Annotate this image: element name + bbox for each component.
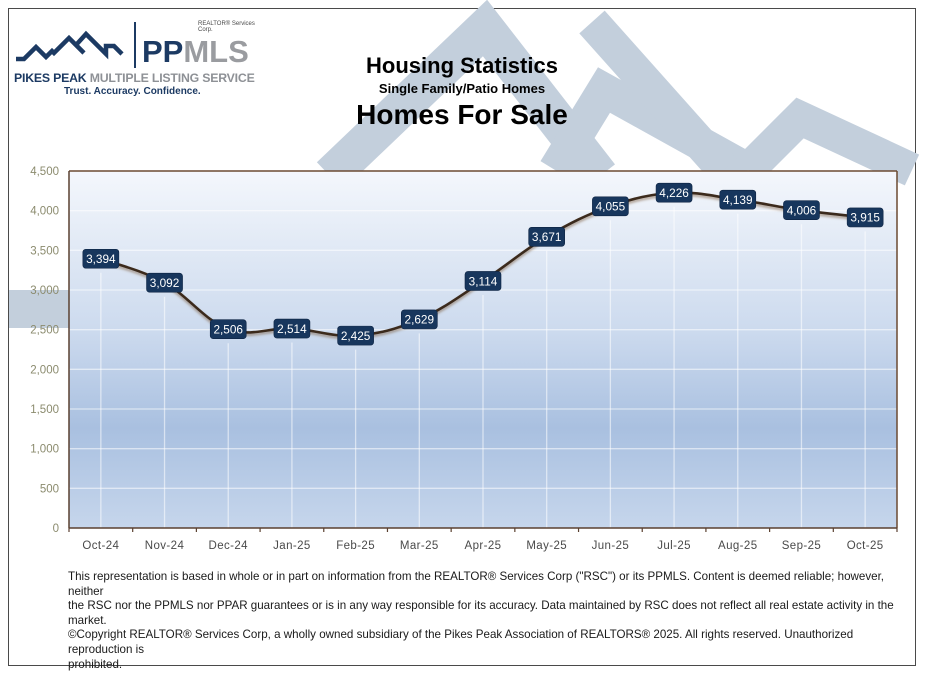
- x-tick-label: Oct-25: [847, 540, 884, 552]
- x-tick-label: Oct-24: [82, 540, 119, 552]
- organization-name: PIKES PEAK MULTIPLE LISTING SERVICE: [14, 71, 255, 85]
- x-tick-label: Dec-24: [208, 540, 248, 552]
- disclaimer-line: the RSC nor the PPMLS nor PPAR guarantee…: [68, 599, 894, 627]
- svg-text:4,226: 4,226: [659, 186, 689, 200]
- y-axis-ticks: 0 500 1,000 1,500 2,000 2,500 3,000 3,500 4,000 4…: [30, 166, 59, 535]
- ppmls-wordmark: PPMLS: [142, 34, 249, 70]
- ppmls-logo: REALTOR® Services Corp. PPMLS PIKES PEAK…: [14, 18, 259, 100]
- x-tick-label: Apr-25: [465, 540, 502, 552]
- x-tick-label: Mar-25: [400, 540, 439, 552]
- svg-text:4,006: 4,006: [787, 203, 817, 217]
- x-tick-label: Jun-25: [592, 540, 630, 552]
- x-tick-label: Nov-24: [145, 540, 185, 552]
- svg-text:2,514: 2,514: [277, 322, 307, 336]
- svg-text:2,506: 2,506: [213, 322, 243, 336]
- y-tick-label: 1,000: [30, 444, 59, 456]
- disclaimer: This representation is based in whole or…: [68, 570, 898, 672]
- y-tick-label: 2,000: [30, 364, 59, 376]
- org-name-bold: PIKES PEAK: [14, 71, 87, 85]
- x-tick-label: Sep-25: [782, 540, 821, 552]
- svg-text:3,114: 3,114: [469, 274, 498, 288]
- data-label: 3,114: [464, 271, 502, 291]
- svg-text:3,915: 3,915: [850, 211, 880, 225]
- data-labels: 3,394 3,092 2,506 2,514 2,425 2,629 3,114 3,671…: [82, 182, 884, 346]
- svg-text:3,394: 3,394: [86, 252, 116, 266]
- x-tick-label: Feb-25: [336, 540, 375, 552]
- y-tick-label: 1,500: [30, 404, 59, 416]
- x-tick-label: Jul-25: [657, 540, 691, 552]
- logo-tagline: Trust. Accuracy. Confidence.: [64, 86, 201, 97]
- x-axis-ticks: Oct-24 Nov-24 Dec-24 Jan-25 Feb-25 Mar-25 Apr-…: [68, 528, 898, 552]
- svg-text:4,139: 4,139: [723, 193, 753, 207]
- y-tick-label: 3,000: [30, 285, 59, 297]
- y-tick-label: 4,500: [30, 166, 59, 178]
- svg-text:2,425: 2,425: [341, 329, 371, 343]
- data-label: 3,092: [146, 272, 183, 293]
- y-tick-label: 3,500: [30, 245, 59, 257]
- data-label: 2,506: [209, 319, 247, 339]
- y-tick-label: 0: [53, 523, 59, 535]
- chart-title: Homes For Sale: [356, 99, 568, 130]
- data-label: 4,139: [719, 189, 757, 210]
- svg-text:3,671: 3,671: [532, 230, 562, 244]
- x-tick-label: Aug-25: [718, 540, 757, 552]
- org-name-rest: MULTIPLE LISTING SERVICE: [89, 71, 255, 85]
- data-label: 3,915: [846, 207, 884, 228]
- svg-text:4,055: 4,055: [596, 200, 626, 214]
- data-label: 2,629: [401, 309, 438, 330]
- mountain-logo-icon: [16, 30, 124, 62]
- data-label: 4,006: [783, 200, 820, 220]
- data-label: 4,055: [592, 196, 629, 217]
- svg-text:2,629: 2,629: [405, 313, 435, 327]
- page-title: Housing Statistics: [366, 53, 558, 78]
- data-label: 4,226: [655, 182, 693, 203]
- y-tick-label: 2,500: [30, 325, 59, 337]
- disclaimer-line: prohibited.: [68, 657, 123, 671]
- page-subtitle: Single Family/Patio Homes: [378, 81, 546, 96]
- disclaimer-line: ©Copyright REALTOR® Services Corp, a who…: [68, 628, 854, 656]
- disclaimer-line: This representation is based in whole or…: [68, 570, 885, 598]
- wordmark-pp: PP: [142, 34, 184, 69]
- x-tick-label: May-25: [526, 540, 567, 552]
- data-label: 2,425: [337, 325, 374, 346]
- logo-divider: [134, 22, 136, 68]
- y-tick-label: 4,000: [30, 206, 59, 218]
- x-tick-label: Jan-25: [273, 540, 311, 552]
- y-tick-label: 500: [40, 483, 59, 495]
- data-label: 3,671: [528, 226, 565, 247]
- realtor-services-label: REALTOR® Services Corp.: [198, 21, 255, 33]
- wordmark-mls: MLS: [183, 34, 249, 69]
- data-label: 2,514: [273, 318, 311, 339]
- svg-text:3,092: 3,092: [150, 276, 180, 290]
- data-label: 3,394: [82, 248, 120, 269]
- chart-header: Housing Statistics Single Family/Patio H…: [300, 52, 624, 133]
